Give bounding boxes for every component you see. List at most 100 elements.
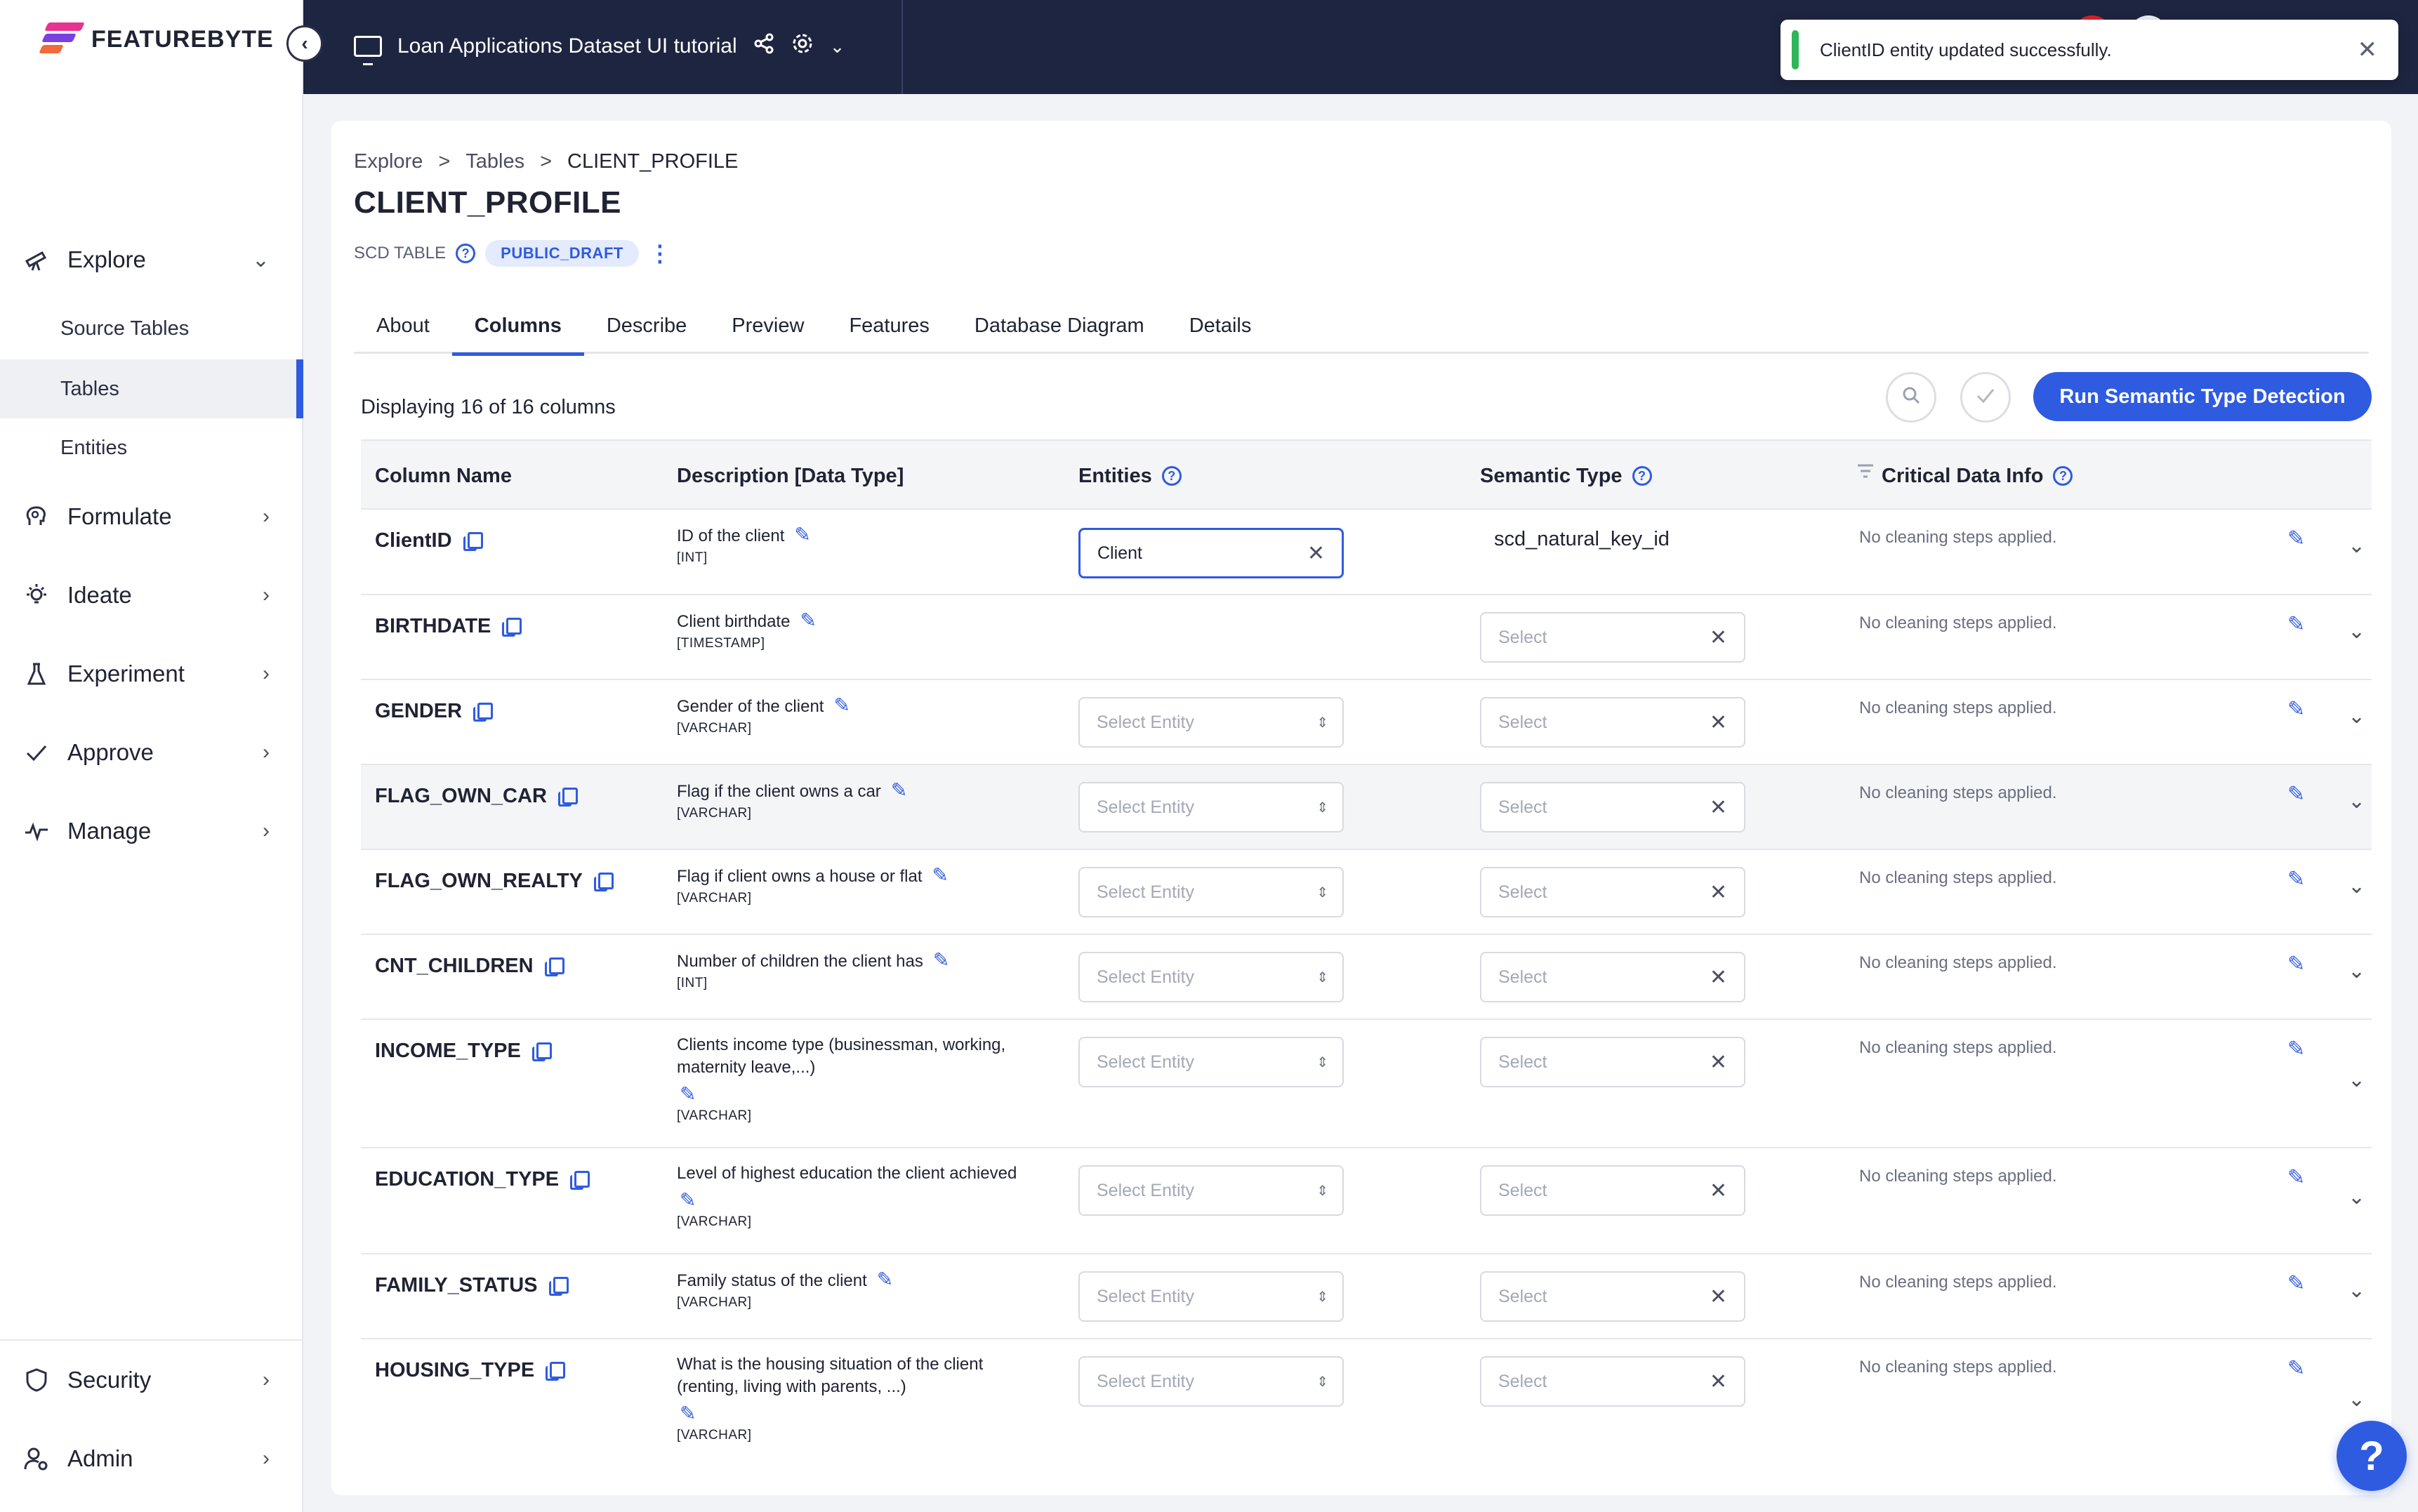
project-selector[interactable]: Loan Applications Dataset UI tutorial ⌄ xyxy=(354,28,845,65)
header-semantic-type[interactable]: Semantic Type? xyxy=(1480,441,1652,511)
clear-icon[interactable]: ✕ xyxy=(1709,795,1727,819)
entity-select[interactable]: Select Entity ⇕ xyxy=(1078,782,1344,833)
semantic-type-select[interactable]: Select ✕ xyxy=(1480,1165,1745,1216)
header-column-name[interactable]: Column Name xyxy=(375,441,512,511)
tab-about[interactable]: About xyxy=(376,314,430,337)
semantic-type-select[interactable]: Select ✕ xyxy=(1480,1356,1745,1407)
clear-icon[interactable]: ✕ xyxy=(1709,1370,1727,1393)
edit-icon[interactable]: ✎ xyxy=(876,1268,894,1290)
featurebyte-logo[interactable]: FEATUREBYTE xyxy=(39,20,274,59)
nav-explore[interactable]: Explore ⌄ xyxy=(0,232,303,288)
edit-icon[interactable]: ✎ xyxy=(2287,1357,2306,1380)
copy-icon[interactable] xyxy=(544,957,564,976)
edit-icon[interactable]: ✎ xyxy=(890,779,908,801)
share-icon[interactable] xyxy=(753,32,775,60)
chevron-down-icon[interactable]: ⌄ xyxy=(2348,1279,2366,1302)
clear-icon[interactable]: ✕ xyxy=(1709,1285,1727,1308)
edit-icon[interactable]: ✎ xyxy=(680,1402,696,1424)
edit-icon[interactable]: ✎ xyxy=(680,1189,696,1211)
breadcrumb-tables[interactable]: Tables xyxy=(465,150,525,173)
confirm-button[interactable] xyxy=(1960,372,2011,423)
semantic-type-select[interactable]: Select ✕ xyxy=(1480,782,1745,833)
copy-icon[interactable] xyxy=(557,787,578,807)
tab-preview[interactable]: Preview xyxy=(732,314,805,337)
nav-manage[interactable]: Manage › xyxy=(0,803,303,859)
header-entities[interactable]: Entities? xyxy=(1078,441,1182,511)
header-critical-data-info[interactable]: Critical Data Info? xyxy=(1882,441,2073,511)
chevron-down-icon[interactable]: ⌄ xyxy=(2348,1068,2366,1092)
nav-security[interactable]: Security › xyxy=(0,1352,303,1408)
help-icon[interactable]: ? xyxy=(456,244,476,263)
edit-icon[interactable]: ✎ xyxy=(2287,698,2306,721)
chevron-down-icon[interactable]: ⌄ xyxy=(2348,875,2366,898)
filter-icon[interactable] xyxy=(1856,463,1875,484)
header-description[interactable]: Description [Data Type] xyxy=(677,441,904,511)
help-button[interactable]: ? xyxy=(2337,1421,2407,1491)
edit-icon[interactable]: ✎ xyxy=(833,694,850,716)
tab-columns[interactable]: Columns xyxy=(451,298,584,356)
help-icon[interactable]: ? xyxy=(1632,466,1652,486)
tab-database-diagram[interactable]: Database Diagram xyxy=(974,314,1144,337)
chevron-down-icon[interactable]: ⌄ xyxy=(2348,960,2366,983)
semantic-type-select[interactable]: Select ✕ xyxy=(1480,1037,1745,1087)
nav-admin[interactable]: Admin › xyxy=(0,1431,303,1487)
entity-select[interactable]: Select Entity ⇕ xyxy=(1078,952,1344,1002)
help-icon[interactable]: ? xyxy=(1161,466,1182,486)
edit-icon[interactable]: ✎ xyxy=(800,609,817,631)
breadcrumb-explore[interactable]: Explore xyxy=(354,150,423,173)
search-button[interactable] xyxy=(1886,372,1936,423)
edit-icon[interactable]: ✎ xyxy=(2287,1037,2306,1061)
help-icon[interactable]: ? xyxy=(2053,466,2073,486)
chevron-down-icon[interactable]: ⌄ xyxy=(2348,1388,2366,1411)
clear-icon[interactable]: ✕ xyxy=(1709,710,1727,734)
edit-icon[interactable]: ✎ xyxy=(2287,868,2306,891)
collapse-sidebar-button[interactable]: ‹ xyxy=(286,25,323,62)
sidebar-item-tables[interactable]: Tables xyxy=(0,359,303,418)
entity-select[interactable]: Select Entity ⇕ xyxy=(1078,1165,1344,1216)
chevron-down-icon[interactable]: ⌄ xyxy=(2348,705,2366,728)
run-semantic-type-detection-button[interactable]: Run Semantic Type Detection xyxy=(2033,372,2372,421)
gear-icon[interactable] xyxy=(791,32,814,61)
copy-icon[interactable] xyxy=(531,1042,552,1061)
entity-select[interactable]: Select Entity ⇕ xyxy=(1078,1356,1344,1407)
semantic-type-select[interactable]: Select ✕ xyxy=(1480,952,1745,1002)
chevron-down-icon[interactable]: ⌄ xyxy=(2348,1186,2366,1209)
copy-icon[interactable] xyxy=(548,1276,569,1296)
chevron-down-icon[interactable]: ⌄ xyxy=(829,35,845,57)
edit-icon[interactable]: ✎ xyxy=(2287,1166,2306,1189)
sidebar-item-entities[interactable]: Entities xyxy=(0,418,303,477)
clear-icon[interactable]: ✕ xyxy=(1709,880,1727,904)
nav-ideate[interactable]: Ideate › xyxy=(0,567,303,623)
tab-details[interactable]: Details xyxy=(1189,314,1252,337)
tab-features[interactable]: Features xyxy=(849,314,930,337)
copy-icon[interactable] xyxy=(502,617,522,637)
clear-icon[interactable]: ✕ xyxy=(1709,625,1727,649)
edit-icon[interactable]: ✎ xyxy=(932,949,950,971)
clear-icon[interactable]: ✕ xyxy=(1709,965,1727,989)
clear-icon[interactable]: ✕ xyxy=(1307,541,1325,565)
entity-select[interactable]: Select Entity ⇕ xyxy=(1078,697,1344,748)
chevron-down-icon[interactable]: ⌄ xyxy=(2348,620,2366,643)
copy-icon[interactable] xyxy=(546,1361,566,1381)
semantic-type-select[interactable]: Select ✕ xyxy=(1480,697,1745,748)
edit-icon[interactable]: ✎ xyxy=(2287,953,2306,976)
semantic-type-select[interactable]: Select ✕ xyxy=(1480,612,1745,663)
copy-icon[interactable] xyxy=(473,702,494,722)
edit-icon[interactable]: ✎ xyxy=(2287,783,2306,806)
copy-icon[interactable] xyxy=(570,1170,590,1190)
chevron-down-icon[interactable]: ⌄ xyxy=(2348,790,2366,813)
nav-formulate[interactable]: Formulate › xyxy=(0,489,303,545)
clear-icon[interactable]: ✕ xyxy=(1709,1179,1727,1202)
more-options-icon[interactable]: ⋮ xyxy=(648,241,671,266)
entity-select[interactable]: Client ✕ xyxy=(1078,528,1344,578)
edit-icon[interactable]: ✎ xyxy=(680,1083,696,1105)
tab-describe[interactable]: Describe xyxy=(606,314,687,337)
copy-icon[interactable] xyxy=(593,872,614,891)
edit-icon[interactable]: ✎ xyxy=(2287,613,2306,636)
copy-icon[interactable] xyxy=(463,531,483,551)
status-badge[interactable]: PUBLIC_DRAFT xyxy=(485,240,639,267)
edit-icon[interactable]: ✎ xyxy=(2287,1272,2306,1295)
close-icon[interactable]: ✕ xyxy=(2357,37,2378,63)
nav-approve[interactable]: Approve › xyxy=(0,724,303,781)
entity-select[interactable]: Select Entity ⇕ xyxy=(1078,1037,1344,1087)
